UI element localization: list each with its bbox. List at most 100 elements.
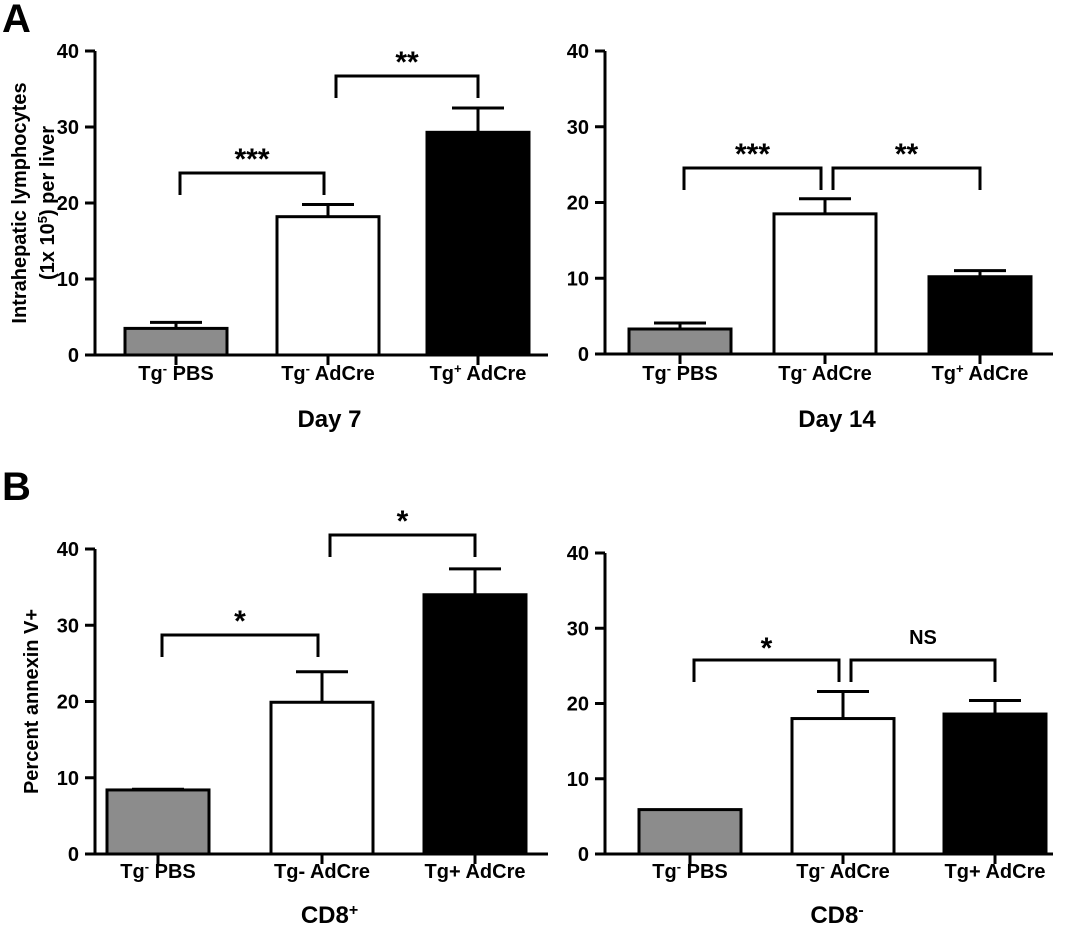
x-tick-label: Tg- AdCre — [274, 861, 370, 883]
x-tick-label-superscript: - — [306, 361, 310, 376]
x-tick-label-rest: AdCre — [310, 363, 375, 385]
significance-label: NS — [909, 627, 937, 649]
x-tick-label-main: Tg — [281, 363, 305, 385]
y-tick-label: 0 — [68, 345, 79, 367]
y-tick-label: 40 — [567, 41, 589, 63]
bar — [637, 808, 743, 856]
significance-bracket — [160, 633, 320, 657]
significance-bracket — [682, 166, 823, 190]
x-tick-label-rest: AdCre — [807, 363, 872, 385]
significance-label: * — [761, 632, 773, 665]
x-tick-label: Tg- PBS — [138, 361, 213, 386]
bar — [275, 215, 381, 357]
chart-panel-3: B 0 10 20 30 40 Tg- PBS Tg- AdCre Tg+ AdCre CD8+ P… — [2, 465, 548, 925]
x-tick-label-rest: AdCre — [462, 363, 527, 385]
chart-title-text: Day 14 — [798, 406, 876, 433]
y-axis-label-text: ) per liver — [37, 126, 59, 216]
y-axis-label-text: (1x 10 — [37, 223, 59, 280]
y-tick-label: 10 — [57, 269, 79, 291]
bar — [269, 700, 375, 856]
significance-label: * — [397, 505, 409, 538]
x-tick-label-superscript: - — [145, 859, 149, 874]
y-tick-label: 30 — [567, 117, 589, 139]
x-tick-label: Tg- PBS — [642, 361, 717, 386]
bar — [942, 712, 1048, 856]
x-tick-label-main: Tg — [778, 363, 802, 385]
significance-label: ** — [895, 138, 919, 171]
chart-title-text: CD8 — [301, 902, 349, 925]
x-tick-label: Tg- AdCre — [796, 859, 890, 884]
x-tick-label-rest: PBS — [167, 363, 214, 385]
significance-bracket — [328, 533, 477, 557]
x-tick-label-superscript: - — [677, 859, 681, 874]
significance-bracket — [831, 166, 982, 190]
significance-bracket — [692, 658, 841, 682]
x-tick-label-rest: PBS — [681, 861, 728, 883]
x-tick-label-main: Tg — [932, 363, 956, 385]
x-tick-label-main: Tg — [642, 363, 666, 385]
y-axis-label-text: Percent annexin V+ — [21, 609, 43, 794]
bar — [422, 593, 528, 856]
y-axis-label: (1x 105) per liver — [35, 126, 60, 280]
x-tick-label: Tg+ AdCre — [932, 361, 1029, 386]
bar — [425, 130, 531, 357]
x-tick-label-rest: AdCre — [825, 861, 890, 883]
x-tick-label-main: Tg — [652, 861, 676, 883]
significance-bracket — [178, 171, 326, 195]
x-tick-label-main: Tg — [138, 363, 162, 385]
x-tick-label-superscript: - — [163, 361, 167, 376]
x-tick-label-rest: PBS — [149, 861, 196, 883]
y-axis-label-text: Intrahepatic lymphocytes — [9, 82, 31, 323]
chart-title-text: Day 7 — [297, 406, 361, 433]
chart-title: CD8- — [810, 902, 863, 925]
y-tick-label: 40 — [567, 543, 589, 565]
chart-title-superscript: + — [349, 902, 358, 919]
x-tick-label-superscript: + — [956, 361, 964, 376]
chart-title: Day 7 — [297, 406, 361, 433]
bar — [927, 275, 1033, 356]
y-tick-label: 0 — [68, 844, 79, 866]
x-tick-label: Tg- PBS — [652, 859, 727, 884]
x-tick-label: Tg- AdCre — [778, 361, 872, 386]
x-tick-label-superscript: - — [803, 361, 807, 376]
chart-title-text: CD8 — [810, 902, 858, 925]
y-tick-label: 10 — [567, 769, 589, 791]
y-tick-label: 20 — [57, 193, 79, 215]
y-tick-label: 0 — [578, 344, 589, 366]
chart-title: CD8+ — [301, 902, 358, 925]
bar — [790, 717, 896, 856]
y-tick-label: 20 — [567, 193, 589, 215]
significance-label: *** — [735, 138, 770, 171]
y-tick-label: 30 — [567, 618, 589, 640]
y-tick-label: 40 — [57, 41, 79, 63]
y-axis-label: Intrahepatic lymphocytes — [9, 82, 31, 323]
x-tick-label: Tg+ AdCre — [430, 361, 527, 386]
x-tick-label: Tg+ AdCre — [945, 861, 1046, 883]
x-tick-label-main: Tg+ AdCre — [425, 861, 526, 883]
y-tick-label: 30 — [57, 615, 79, 637]
y-tick-label: 20 — [57, 692, 79, 714]
x-tick-label-main: Tg — [796, 861, 820, 883]
y-axis-label: Percent annexin V+ — [21, 609, 43, 794]
panel-label: B — [2, 465, 31, 509]
y-tick-label: 30 — [57, 117, 79, 139]
significance-label: *** — [234, 143, 269, 176]
significance-label: * — [234, 605, 246, 638]
bar — [627, 327, 733, 356]
x-tick-label: Tg- PBS — [120, 859, 195, 884]
y-tick-label: 20 — [567, 694, 589, 716]
x-tick-label: Tg+ AdCre — [425, 861, 526, 883]
x-tick-label-superscript: - — [667, 361, 671, 376]
x-tick-label-main: Tg — [120, 861, 144, 883]
y-tick-label: 40 — [57, 539, 79, 561]
panel-label: A — [2, 0, 31, 41]
x-tick-label-rest: AdCre — [964, 363, 1029, 385]
x-tick-label-main: Tg — [430, 363, 454, 385]
bar — [772, 212, 878, 356]
x-tick-label-superscript: - — [821, 859, 825, 874]
significance-bracket — [849, 658, 997, 682]
